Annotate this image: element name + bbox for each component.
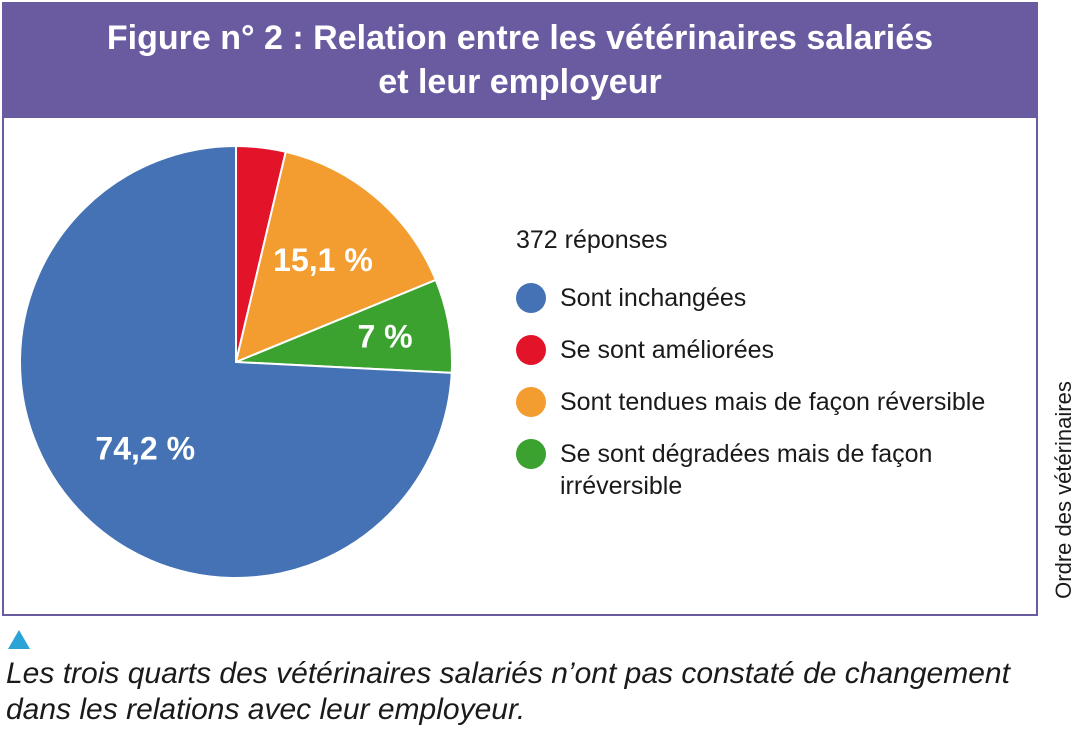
legend-label-tendues: Sont tendues mais de façon réversible [560,388,986,416]
figure-title-line2: et leur employeur [378,63,662,101]
pie-value-label-degradees: 7 % [357,318,412,354]
legend-item-inchangees: Sont inchangées [516,282,1036,314]
legend: 372 réponses Sont inchangées Se sont amé… [516,224,1036,522]
legend-label-ameliorees: Se sont améliorées [560,336,775,364]
pie-chart: 15,1 % 7 % 74,2 % [19,144,453,579]
legend-swatch-degradees [516,439,546,469]
legend-swatch-inchangees [516,283,546,313]
pie-slice-inchangees [19,144,453,579]
responses-count: 372 réponses [516,226,668,254]
figure-caption: Les trois quarts des vétérinaires salari… [6,657,1010,726]
figure-title-line1: Figure n° 2 : Relation entre les vétérin… [106,19,934,57]
caption-triangle-icon [8,630,30,649]
legend-swatch-tendues [516,387,546,417]
figure-frame: Figure n° 2 : Relation entre les vétérin… [2,2,1038,616]
legend-item-degradees: Se sont dégradées mais de façon irrévers… [516,438,1036,502]
legend-item-tendues: Sont tendues mais de façon réversible [516,386,1036,418]
pie-slice-tendues [234,150,438,364]
legend-item-ameliorees: Se sont améliorées [516,334,1036,366]
legend-swatch-ameliorees [516,335,546,365]
legend-label-degradees: Se sont dégradées mais de façon irrévers… [560,440,933,500]
source-label: Ordre des vétérinaires [1051,381,1072,599]
pie-value-label-inchangees: 74,2 % [95,430,195,466]
figure-header: Figure n° 2 : Relation entre les vétérin… [4,4,1036,118]
legend-label-inchangees: Sont inchangées [560,284,747,312]
pie-value-label-tendues: 15,1 % [273,242,373,278]
